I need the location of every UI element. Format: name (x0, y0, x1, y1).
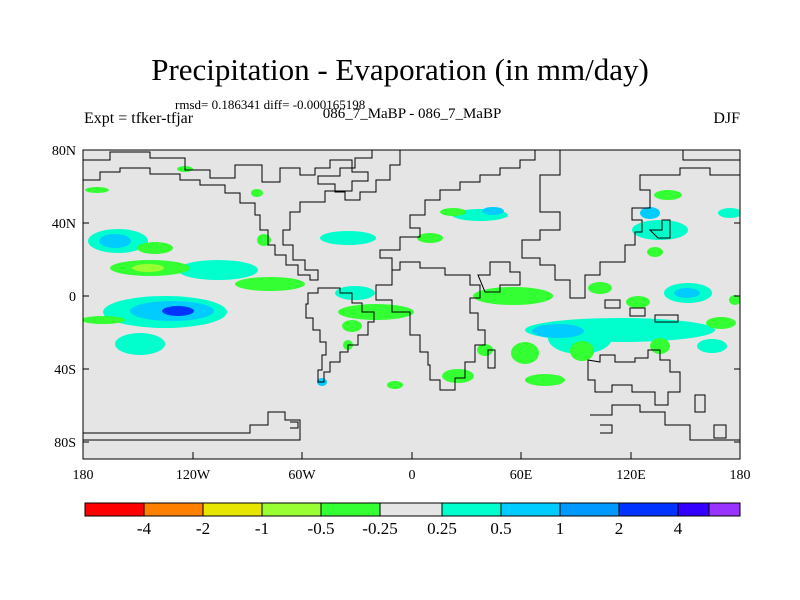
contour-patch (440, 208, 466, 216)
colorbar-box (320, 502, 381, 517)
lon-label: 180 (73, 468, 94, 483)
coastline-greenland (317, 150, 401, 201)
contour-patch (257, 234, 271, 246)
colorbar-box (379, 502, 443, 517)
colorbar-label: 4 (674, 519, 683, 538)
lon-label: 60W (288, 468, 316, 483)
contour-patch (442, 369, 474, 383)
colorbar-box (618, 502, 679, 517)
lon-label: 60E (510, 468, 533, 483)
lon-ticks (82, 452, 741, 459)
contour-patch (132, 264, 164, 272)
contour-patch (83, 316, 125, 324)
coastline-madagascar (487, 349, 496, 369)
lat-ticks (83, 149, 740, 443)
contour-patch (654, 190, 682, 200)
stats-text: rmsd= 0.186341 diff= -0.000165198 (175, 97, 366, 112)
contour-patch (338, 304, 414, 320)
contour-patch (511, 342, 539, 364)
lon-label: 0 (409, 468, 416, 483)
lat-label: 80S (54, 436, 76, 451)
coastline-africa (375, 261, 486, 391)
colorbar-label: -1 (255, 519, 269, 538)
coastline-europe-asia (379, 150, 740, 299)
colorbar-box (559, 502, 620, 517)
contour-patch (647, 247, 663, 257)
colorbar-box (143, 502, 204, 517)
contour-patch (473, 287, 553, 305)
coastline-south-america (305, 287, 375, 383)
contour-fields (83, 166, 740, 389)
contour-patch (729, 295, 740, 305)
lon-label: 180 (730, 468, 751, 483)
colorbar-label: 2 (615, 519, 624, 538)
contour-patch (99, 234, 131, 248)
contour-patch (718, 208, 740, 218)
contour-patch (85, 187, 109, 193)
contour-patch (251, 189, 263, 197)
contour-patch (137, 242, 173, 254)
contour-patch (626, 296, 650, 308)
coastline-japan (648, 219, 671, 239)
colorbar-label: 1 (556, 519, 565, 538)
coastlines (83, 150, 740, 441)
contour-patch (674, 288, 700, 298)
contour-patch (342, 320, 362, 332)
contour-patch (532, 324, 584, 338)
colorbar-box (441, 502, 502, 517)
contour-patch (482, 207, 504, 215)
colorbar-box (202, 502, 263, 517)
coastline-north-america (83, 151, 369, 281)
colorbar-box (261, 502, 322, 517)
lat-label: 80N (52, 144, 76, 159)
lon-tick-labels: 180 120W 60W 0 60E 120E 180 (73, 468, 751, 483)
coastline-australia (587, 349, 681, 406)
contour-patch (588, 282, 612, 294)
colorbar-label: 0.5 (490, 519, 511, 538)
contour-patch (640, 207, 660, 219)
experiment-label: Expt = tfker-tfjar (84, 110, 194, 127)
contour-patch (570, 341, 594, 361)
coastline-antarctica (83, 404, 740, 441)
contour-patch (387, 381, 403, 389)
season-label: DJF (713, 110, 740, 127)
contour-patch (525, 374, 565, 386)
colorbar-label: -0.5 (308, 519, 335, 538)
colorbar-label: -0.25 (362, 519, 397, 538)
coastline-maritime (604, 299, 679, 323)
contour-patch (697, 339, 727, 353)
lat-label: 0 (69, 290, 76, 305)
colorbar-label: -2 (196, 519, 210, 538)
contour-patch (706, 317, 736, 329)
contour-patch (417, 233, 443, 243)
colorbar-label: 0.25 (427, 519, 457, 538)
coastline-arabia (477, 261, 521, 293)
contour-patch (235, 277, 305, 291)
contour-patch (320, 231, 376, 245)
coastline-new-zealand (694, 394, 727, 439)
contour-patch (178, 260, 258, 280)
colorbar-box (708, 502, 741, 517)
colorbar-box (84, 502, 145, 517)
colorbar: -4 -2 -1 -0.5 -0.25 0.25 0.5 1 2 4 (84, 502, 741, 538)
experiment-subtitle: 086_7_MaBP - 086_7_MaBP (322, 106, 502, 122)
colorbar-box (677, 502, 710, 517)
lat-label: 40S (54, 363, 76, 378)
colorbar-label: -4 (137, 519, 152, 538)
lon-label: 120W (176, 468, 211, 483)
lon-label: 120E (616, 468, 646, 483)
contour-patch (162, 306, 194, 316)
lat-label: 40N (52, 217, 76, 232)
contour-patch (115, 333, 165, 355)
map-title: Precipitation - Evaporation (in mm/day) (151, 52, 649, 87)
colorbar-box (500, 502, 561, 517)
lat-tick-labels: 80N 40N 0 40S 80S (52, 144, 76, 451)
contour-patch (477, 344, 493, 356)
contour-patch (335, 286, 375, 300)
